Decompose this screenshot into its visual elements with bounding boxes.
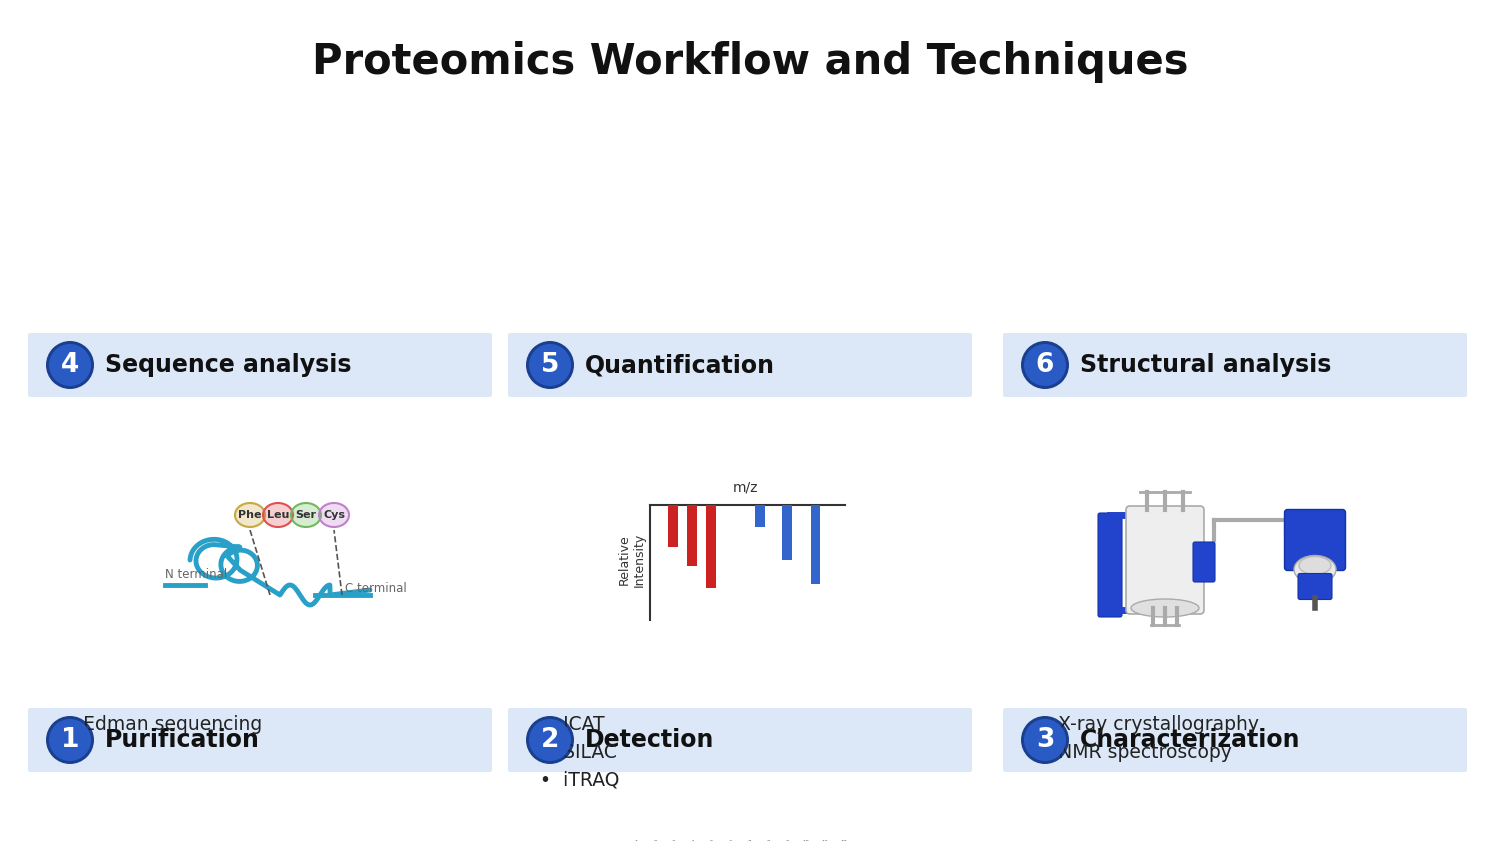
Bar	[810, 505, 820, 584]
Text: Phe: Phe	[238, 510, 261, 520]
Text: Quantification: Quantification	[585, 353, 776, 377]
FancyBboxPatch shape	[1098, 513, 1122, 617]
FancyBboxPatch shape	[509, 333, 972, 397]
FancyBboxPatch shape	[1004, 708, 1467, 772]
Bar	[706, 505, 716, 588]
Text: •  iTRAQ: • iTRAQ	[540, 771, 620, 790]
Ellipse shape	[1299, 557, 1330, 574]
Text: 10: 10	[802, 840, 810, 841]
Text: Ser: Ser	[296, 510, 316, 520]
Text: Purification: Purification	[105, 728, 260, 752]
Ellipse shape	[262, 503, 292, 527]
FancyBboxPatch shape	[28, 708, 492, 772]
FancyBboxPatch shape	[1192, 542, 1215, 582]
FancyBboxPatch shape	[509, 708, 972, 772]
Text: 3: 3	[672, 840, 675, 841]
Circle shape	[50, 719, 92, 761]
Text: m/z: m/z	[732, 480, 758, 494]
Circle shape	[1022, 716, 1070, 764]
FancyBboxPatch shape	[1284, 510, 1346, 570]
Circle shape	[50, 344, 92, 386]
Text: 6: 6	[729, 840, 732, 841]
Text: Characterization: Characterization	[1080, 728, 1300, 752]
Text: •  NMR spectroscopy: • NMR spectroscopy	[1035, 743, 1232, 762]
FancyBboxPatch shape	[1004, 333, 1467, 397]
Text: 2: 2	[652, 840, 657, 841]
Circle shape	[46, 716, 94, 764]
Text: 11: 11	[822, 840, 828, 841]
Text: Proteomics Workflow and Techniques: Proteomics Workflow and Techniques	[312, 41, 1188, 83]
Text: 1: 1	[60, 727, 80, 753]
Ellipse shape	[1131, 599, 1198, 617]
Text: Sequence analysis: Sequence analysis	[105, 353, 351, 377]
Text: 4: 4	[692, 840, 694, 841]
Ellipse shape	[320, 503, 350, 527]
Circle shape	[526, 716, 574, 764]
Circle shape	[530, 719, 572, 761]
Text: 2: 2	[542, 727, 560, 753]
Text: 9: 9	[786, 840, 789, 841]
Text: 6: 6	[1036, 352, 1054, 378]
Text: 7: 7	[747, 840, 752, 841]
Text: 8: 8	[766, 840, 770, 841]
Circle shape	[46, 341, 94, 389]
Text: 1: 1	[634, 840, 638, 841]
Circle shape	[526, 341, 574, 389]
FancyBboxPatch shape	[1126, 506, 1204, 614]
Bar	[668, 505, 678, 547]
Text: 5: 5	[710, 840, 714, 841]
Text: Relative
Intensity: Relative Intensity	[618, 533, 646, 587]
Text: Leu: Leu	[267, 510, 290, 520]
Bar	[756, 505, 765, 527]
Text: 12: 12	[840, 840, 848, 841]
Text: 3: 3	[1036, 727, 1054, 753]
Circle shape	[530, 344, 572, 386]
Text: Structural analysis: Structural analysis	[1080, 353, 1332, 377]
Text: Detection: Detection	[585, 728, 714, 752]
Text: 5: 5	[542, 352, 560, 378]
Bar	[782, 505, 792, 560]
Circle shape	[1022, 341, 1070, 389]
Text: C terminal: C terminal	[345, 581, 406, 595]
Ellipse shape	[1294, 556, 1336, 584]
Text: •  ICAT: • ICAT	[540, 715, 604, 734]
Text: N terminal: N terminal	[165, 569, 228, 581]
Text: •  SILAC: • SILAC	[540, 743, 616, 762]
Circle shape	[1024, 344, 1066, 386]
FancyBboxPatch shape	[28, 333, 492, 397]
Text: Cys: Cys	[322, 510, 345, 520]
Text: •  Edman sequencing: • Edman sequencing	[60, 715, 262, 734]
Ellipse shape	[236, 503, 266, 527]
FancyBboxPatch shape	[1298, 574, 1332, 600]
Text: •  X-ray crystallography: • X-ray crystallography	[1035, 715, 1258, 734]
Bar	[687, 505, 696, 565]
Circle shape	[1024, 719, 1066, 761]
Ellipse shape	[291, 503, 321, 527]
Text: 4: 4	[62, 352, 80, 378]
